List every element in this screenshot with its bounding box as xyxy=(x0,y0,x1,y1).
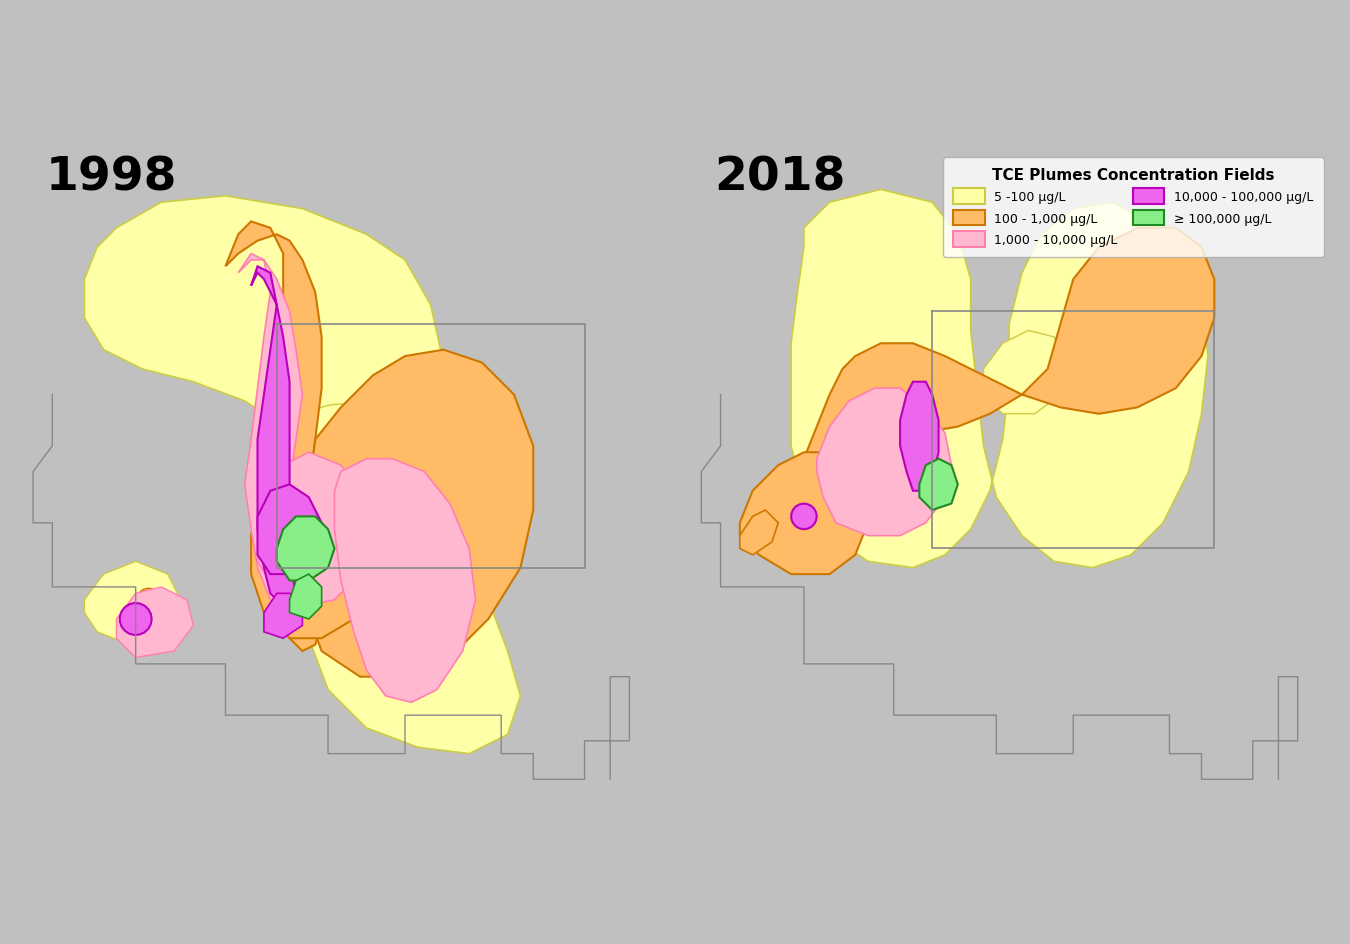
Legend: 5 -100 μg/L, 100 - 1,000 μg/L, 1,000 - 10,000 μg/L, 10,000 - 100,000 μg/L, ≥ 100: 5 -100 μg/L, 100 - 1,000 μg/L, 1,000 - 1… xyxy=(944,158,1323,258)
Text: 2018: 2018 xyxy=(714,155,845,200)
Polygon shape xyxy=(791,504,817,530)
Polygon shape xyxy=(791,190,1208,568)
Polygon shape xyxy=(919,459,958,511)
Polygon shape xyxy=(238,254,302,619)
Polygon shape xyxy=(740,511,778,555)
Polygon shape xyxy=(258,485,321,575)
Polygon shape xyxy=(251,459,373,638)
Polygon shape xyxy=(900,382,938,491)
Polygon shape xyxy=(166,598,182,615)
Polygon shape xyxy=(817,389,952,536)
Polygon shape xyxy=(983,331,1066,414)
Polygon shape xyxy=(116,587,193,658)
Polygon shape xyxy=(251,267,296,607)
Polygon shape xyxy=(302,350,533,677)
Text: 1998: 1998 xyxy=(46,155,177,200)
Polygon shape xyxy=(290,575,321,619)
Polygon shape xyxy=(84,562,181,645)
Polygon shape xyxy=(277,517,335,581)
Polygon shape xyxy=(265,594,302,638)
Polygon shape xyxy=(335,459,475,702)
Polygon shape xyxy=(138,589,161,612)
Polygon shape xyxy=(225,222,321,651)
Polygon shape xyxy=(302,405,379,449)
Polygon shape xyxy=(120,603,151,635)
Polygon shape xyxy=(258,453,373,607)
Polygon shape xyxy=(84,196,521,754)
Polygon shape xyxy=(803,228,1215,472)
Polygon shape xyxy=(740,453,868,575)
